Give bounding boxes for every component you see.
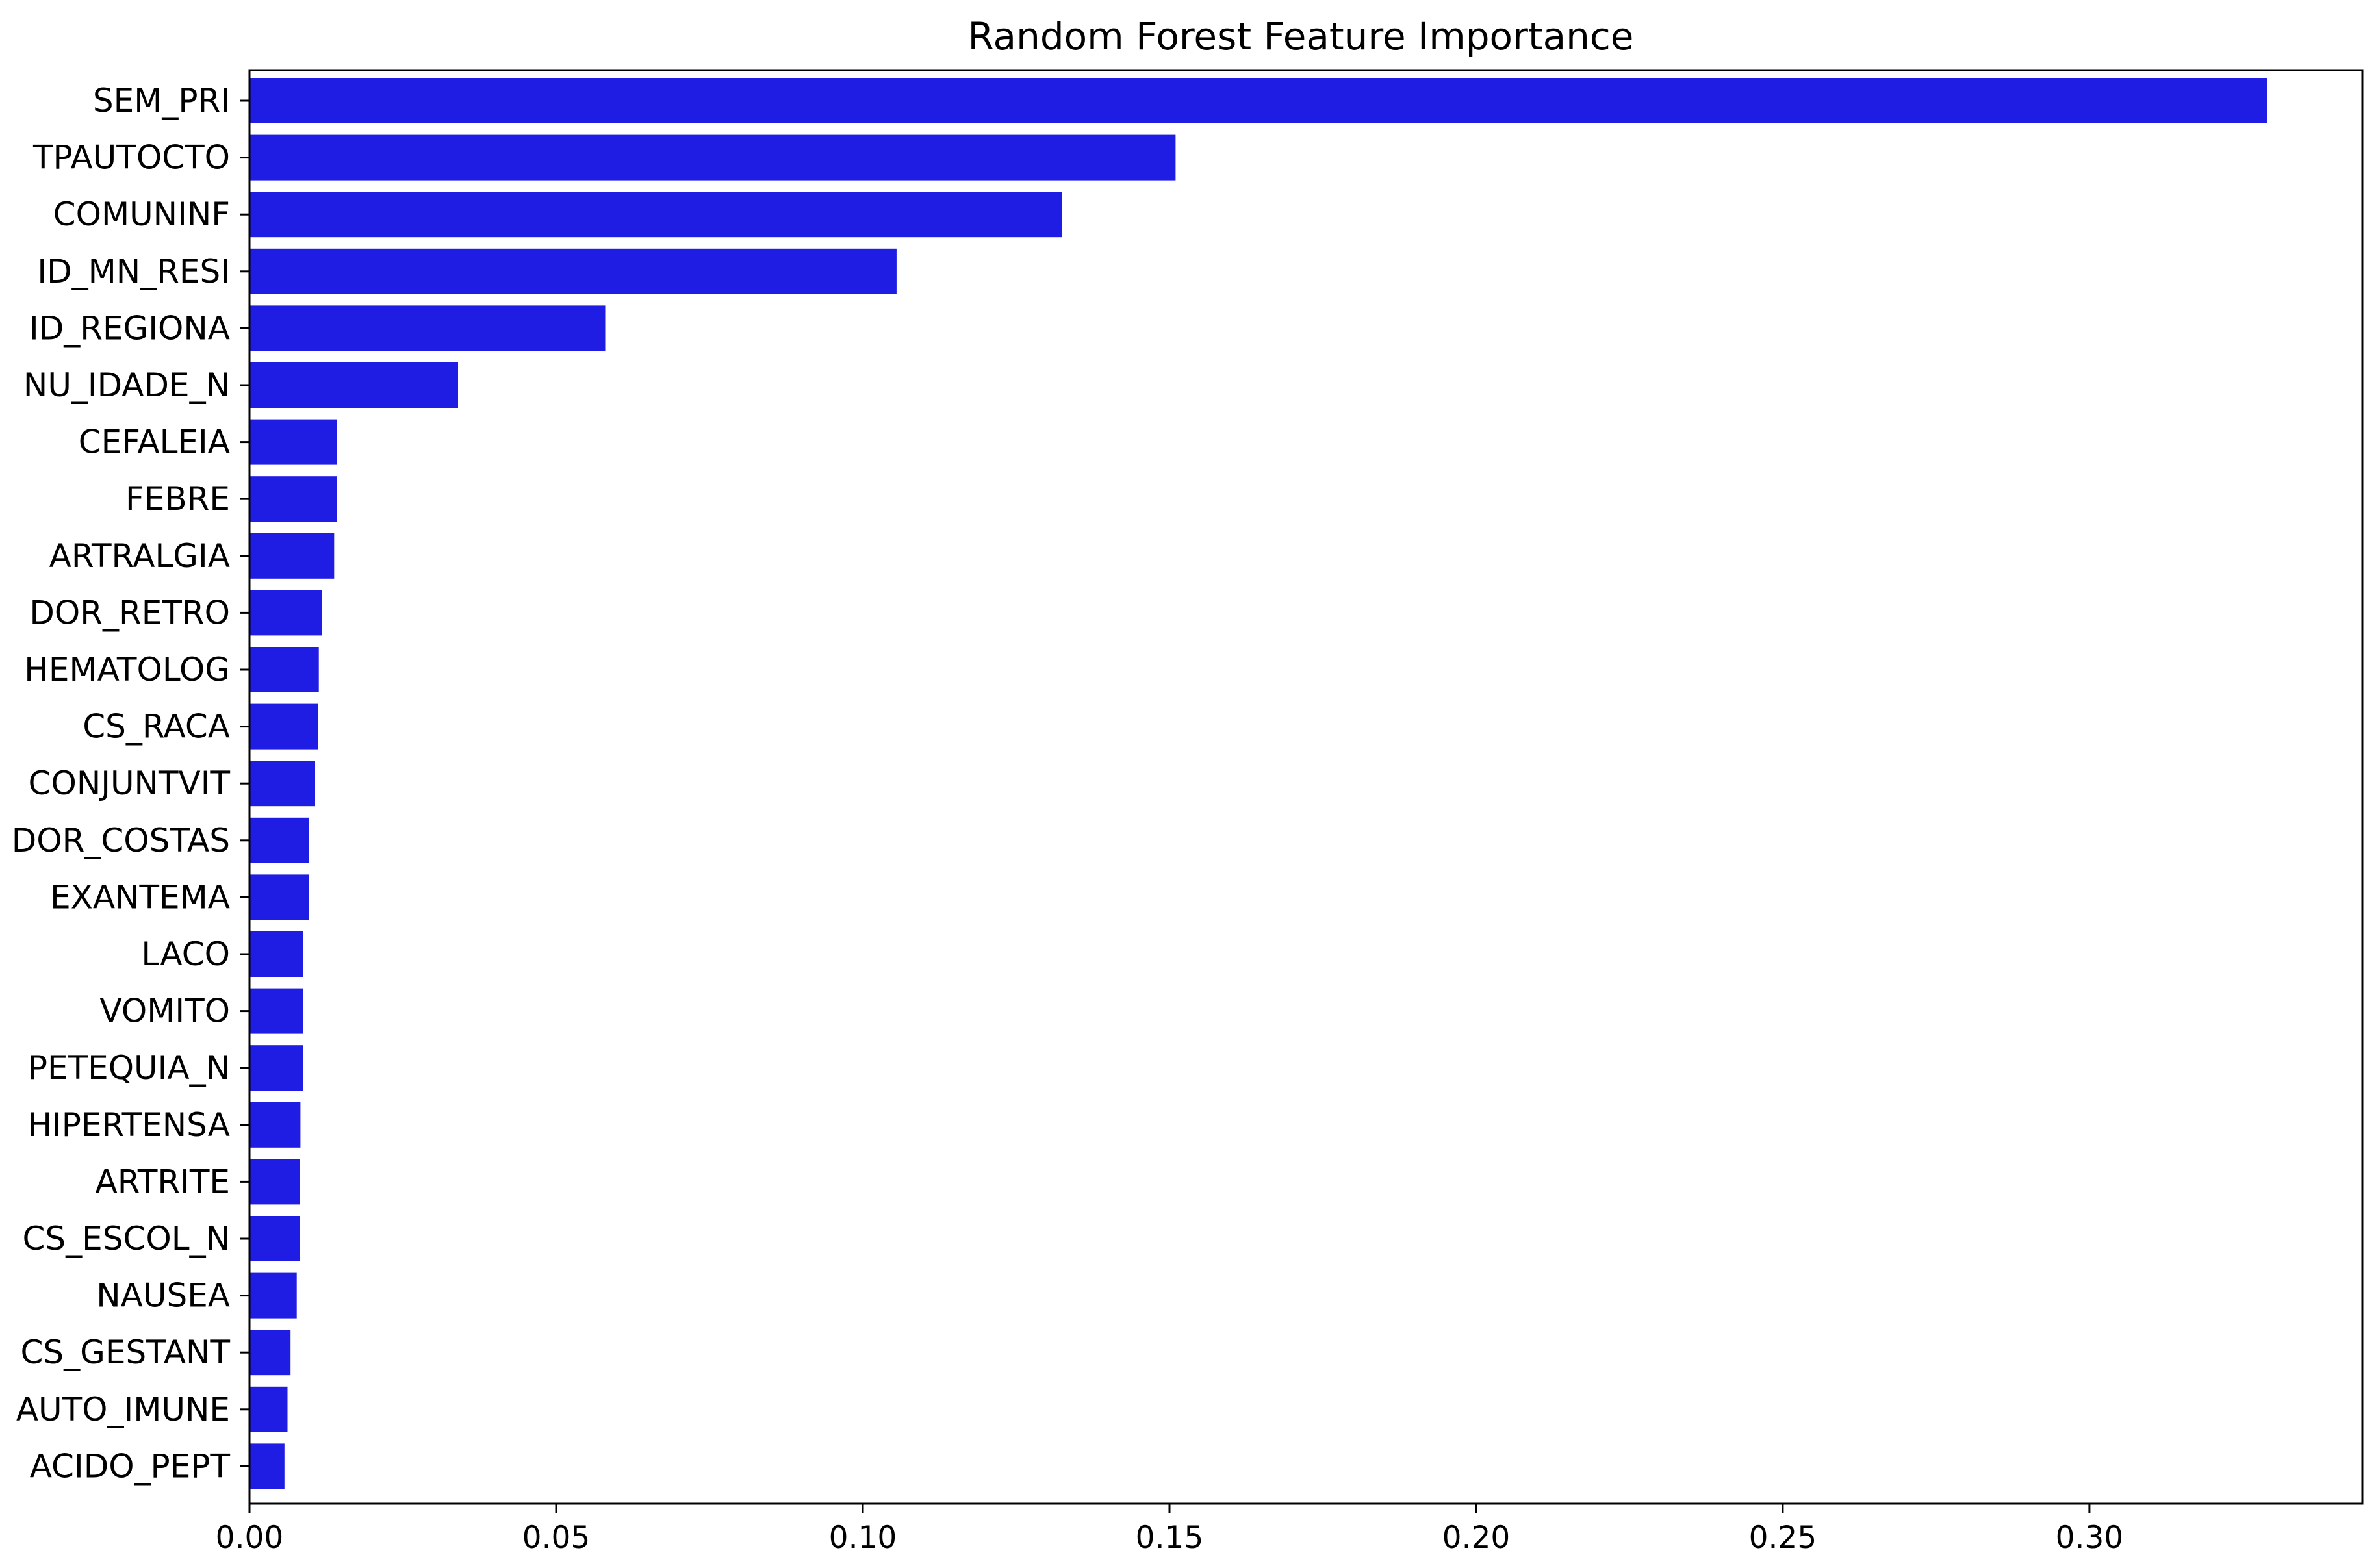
category-label: ARTRALGIA xyxy=(49,537,230,575)
bar-hematolog xyxy=(249,647,319,692)
bar-hipertensa xyxy=(249,1102,301,1148)
category-label: EXANTEMA xyxy=(50,878,230,916)
x-tick-label: 0.30 xyxy=(2056,1520,2124,1556)
plot-frame xyxy=(248,69,2364,1505)
category-label: CEFALEIA xyxy=(79,424,230,461)
x-tick-label: 0.00 xyxy=(216,1520,284,1556)
category-label: CS_GESTANT xyxy=(20,1334,230,1371)
category-label: SEM_PRI xyxy=(93,82,230,120)
category-label: VOMITO xyxy=(100,993,230,1030)
category-label: CS_RACA xyxy=(83,708,230,746)
bar-artrite xyxy=(249,1159,300,1205)
bar-comuninf xyxy=(249,192,1062,238)
category-label: ARTRITE xyxy=(96,1163,230,1200)
x-tick-label: 0.15 xyxy=(1136,1520,1204,1556)
category-label: CS_ESCOL_N xyxy=(22,1220,230,1258)
bar-petequia-n xyxy=(249,1045,303,1091)
category-label: HEMATOLOG xyxy=(24,651,230,689)
category-label: HIPERTENSA xyxy=(27,1106,230,1144)
bar-nu-idade-n xyxy=(249,362,458,408)
category-label: DOR_RETRO xyxy=(29,594,230,631)
bar-cefaleia xyxy=(249,419,337,465)
bar-exantema xyxy=(249,874,309,920)
category-label: COMUNINF xyxy=(53,196,230,233)
chart-title: Random Forest Feature Importance xyxy=(968,14,1634,58)
bar-dor-costas xyxy=(249,817,309,863)
category-label: ID_REGIONA xyxy=(29,309,230,347)
category-label: FEBRE xyxy=(125,480,230,518)
category-labels: SEM_PRI TPAUTOCTO COMUNINF ID_MN_RESI ID_REG… xyxy=(12,82,249,1485)
bar-laco xyxy=(249,931,303,977)
category-label: NU_IDADE_N xyxy=(23,366,230,404)
category-label: ACIDO_PEPT xyxy=(30,1447,231,1485)
bar-acido-pept xyxy=(249,1443,285,1489)
category-label: NAUSEA xyxy=(96,1277,230,1315)
bar-nausea xyxy=(249,1272,297,1319)
category-label: DOR_COSTAS xyxy=(12,822,230,859)
category-label: ID_MN_RESI xyxy=(37,253,230,290)
x-tick-label: 0.25 xyxy=(1749,1520,1817,1556)
category-label: TPAUTOCTO xyxy=(32,139,230,177)
category-label: AUTO_IMUNE xyxy=(16,1391,230,1428)
x-tick-label: 0.05 xyxy=(522,1520,591,1556)
category-label: CONJUNTVIT xyxy=(29,765,231,802)
bar-id-mn-resi xyxy=(249,248,897,294)
bar-conjuntvit xyxy=(249,761,315,807)
x-tick-label: 0.20 xyxy=(1442,1520,1511,1556)
bar-febre xyxy=(249,476,337,522)
bar-auto-imune xyxy=(249,1386,288,1432)
bar-sem-pri xyxy=(249,78,2267,123)
bar-vomito xyxy=(249,988,303,1034)
bar-cs-gestant xyxy=(249,1330,291,1376)
bar-dor-retro xyxy=(249,590,322,636)
bar-cs-raca xyxy=(249,703,318,750)
x-axis-ticks: 0.00 0.05 0.10 0.15 0.20 0.25 0.30 xyxy=(216,1504,2124,1556)
bars-layer xyxy=(249,78,2267,1489)
category-label: LACO xyxy=(141,935,230,973)
category-label: PETEQUIA_N xyxy=(28,1049,230,1087)
bar-tpautocto xyxy=(249,134,1176,181)
bar-artralgia xyxy=(249,533,335,579)
bar-cs-escol-n xyxy=(249,1216,300,1261)
x-tick-label: 0.10 xyxy=(829,1520,897,1556)
bar-id-regiona xyxy=(249,305,606,351)
